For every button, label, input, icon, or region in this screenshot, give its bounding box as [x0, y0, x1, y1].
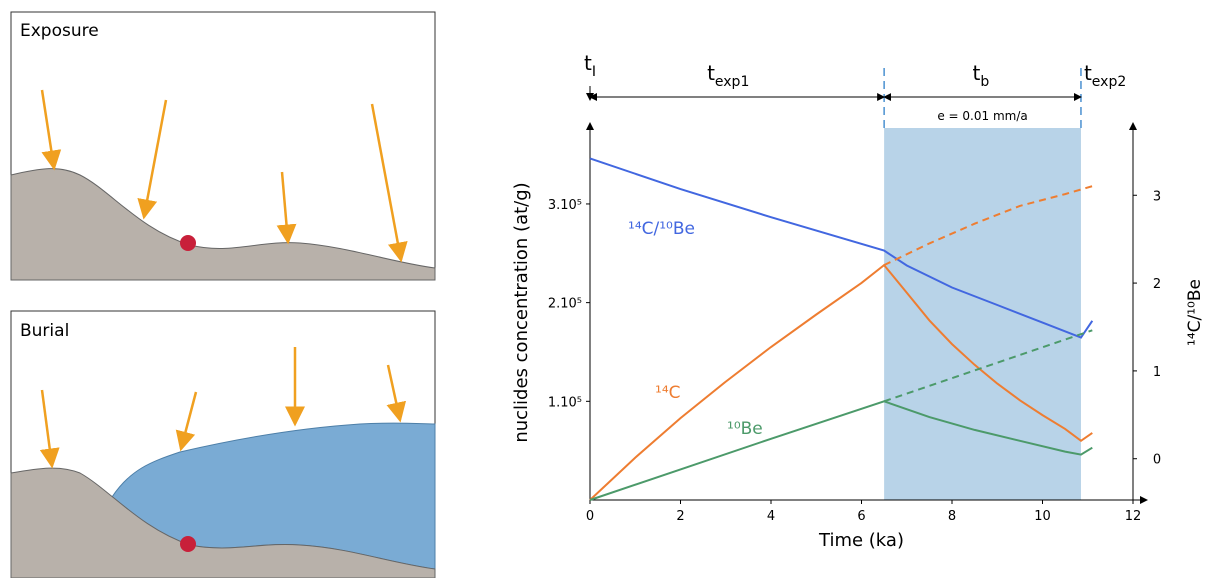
x-tick-label: 8 [948, 509, 956, 524]
x-tick-label: 2 [676, 509, 684, 524]
series-label: ¹⁴C/¹⁰Be [628, 219, 695, 239]
series-line [589, 263, 1093, 501]
y-axis-label: nuclides concentration (at/g) [511, 182, 532, 442]
panel-title: Exposure [20, 21, 99, 41]
x-tick-label: 0 [586, 509, 594, 524]
y-tick-label: 2.10⁵ [548, 297, 582, 312]
x-tick-label: 6 [857, 509, 865, 524]
x-tick-label: 12 [1125, 509, 1142, 524]
phase-label: tb [973, 61, 990, 90]
y-tick-label: 1.10⁵ [548, 395, 582, 410]
x-tick-label: 10 [1034, 509, 1051, 524]
burial-period [884, 128, 1081, 500]
y2-tick-label: 2 [1153, 277, 1161, 292]
phase-base: t [584, 51, 592, 75]
x-axis-label: Time (ka) [818, 530, 904, 551]
x-tick-label: 4 [767, 509, 775, 524]
phase-base: t [1084, 61, 1092, 85]
series-line [589, 157, 1094, 339]
panel-title: Burial [20, 321, 69, 341]
phase-label: texp2 [1084, 61, 1126, 90]
burial-panel: Burial [10, 310, 436, 578]
ground [10, 467, 436, 578]
y2-tick-label: 0 [1153, 453, 1161, 468]
phase-sub: I [592, 64, 596, 80]
phase-sub: exp2 [1092, 74, 1126, 90]
sample [180, 536, 196, 552]
ground [10, 168, 436, 281]
phase-label: texp1 [707, 61, 749, 90]
phase-sub: exp1 [715, 74, 749, 90]
sample [180, 235, 196, 251]
y2-axis-label: ¹⁴C/¹⁰Be [1185, 279, 1205, 346]
phase-sub: b [980, 74, 989, 90]
series-line [883, 329, 1093, 403]
exposure-panel: Exposure [10, 11, 436, 281]
series-line [883, 185, 1093, 267]
y2-tick-label: 1 [1153, 365, 1161, 380]
phase-label: tI [584, 51, 596, 80]
chart: e = 0.01 mm/a0 2 4 6 8 10 121.10⁵2.10⁵3.10⁵012… [511, 51, 1205, 551]
series-label: ¹⁰Be [727, 419, 763, 439]
series-label: ¹⁴C [655, 383, 681, 403]
rays [39, 347, 407, 469]
y2-tick-label: 3 [1153, 189, 1161, 204]
burial-note: e = 0.01 mm/a [937, 109, 1027, 123]
rays [40, 89, 408, 263]
phase-base: t [707, 61, 715, 85]
phase-base: t [973, 61, 981, 85]
y-tick-label: 3.10⁵ [548, 198, 582, 213]
series-line [589, 400, 1093, 501]
